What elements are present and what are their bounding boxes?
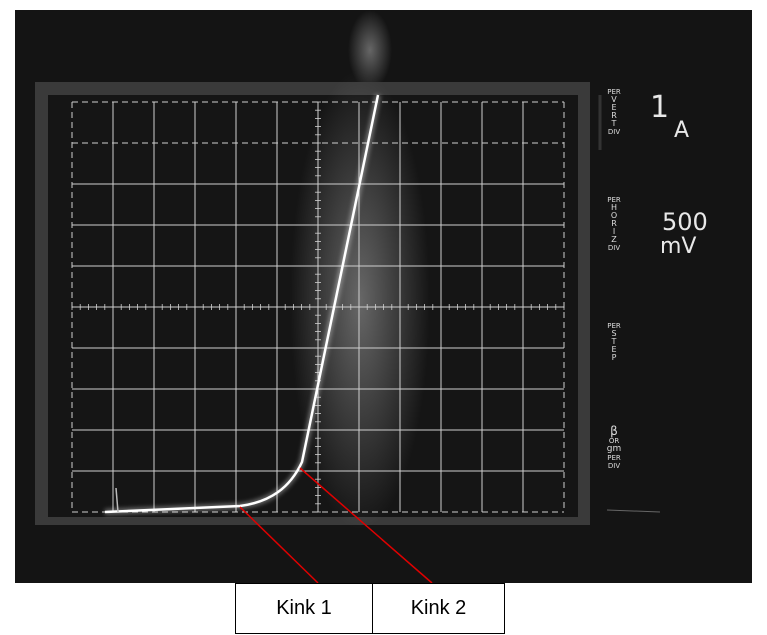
screen-glow <box>290 70 430 530</box>
label-word: gm <box>603 445 625 454</box>
vert-knob-label: PER VERT DIV <box>603 88 625 136</box>
label-word: β <box>603 425 625 437</box>
label-word: DIV <box>603 128 625 136</box>
label-word: PER <box>603 454 625 462</box>
step-knob-label: PER STEP <box>603 322 625 362</box>
vert-unit: A <box>674 118 689 143</box>
kink-label: Kink 1 <box>235 583 373 634</box>
label-word: DIV <box>603 462 625 470</box>
label-word: STEP <box>611 330 618 362</box>
label-word: HORIZ <box>611 204 618 244</box>
page: PER VERT DIV 1 A PER HORIZ DIV 500 mV PE… <box>0 0 767 635</box>
horiz-knob-label: PER HORIZ DIV <box>603 196 625 252</box>
label-word: VERT <box>611 96 618 128</box>
label-word: DIV <box>603 244 625 252</box>
vert-value: 1 <box>650 90 669 125</box>
beta-knob-label: β OR gm PER DIV <box>603 425 625 470</box>
horiz-unit: mV <box>660 234 696 259</box>
kink-label: Kink 2 <box>372 583 505 634</box>
horiz-value: 500 <box>662 208 708 236</box>
